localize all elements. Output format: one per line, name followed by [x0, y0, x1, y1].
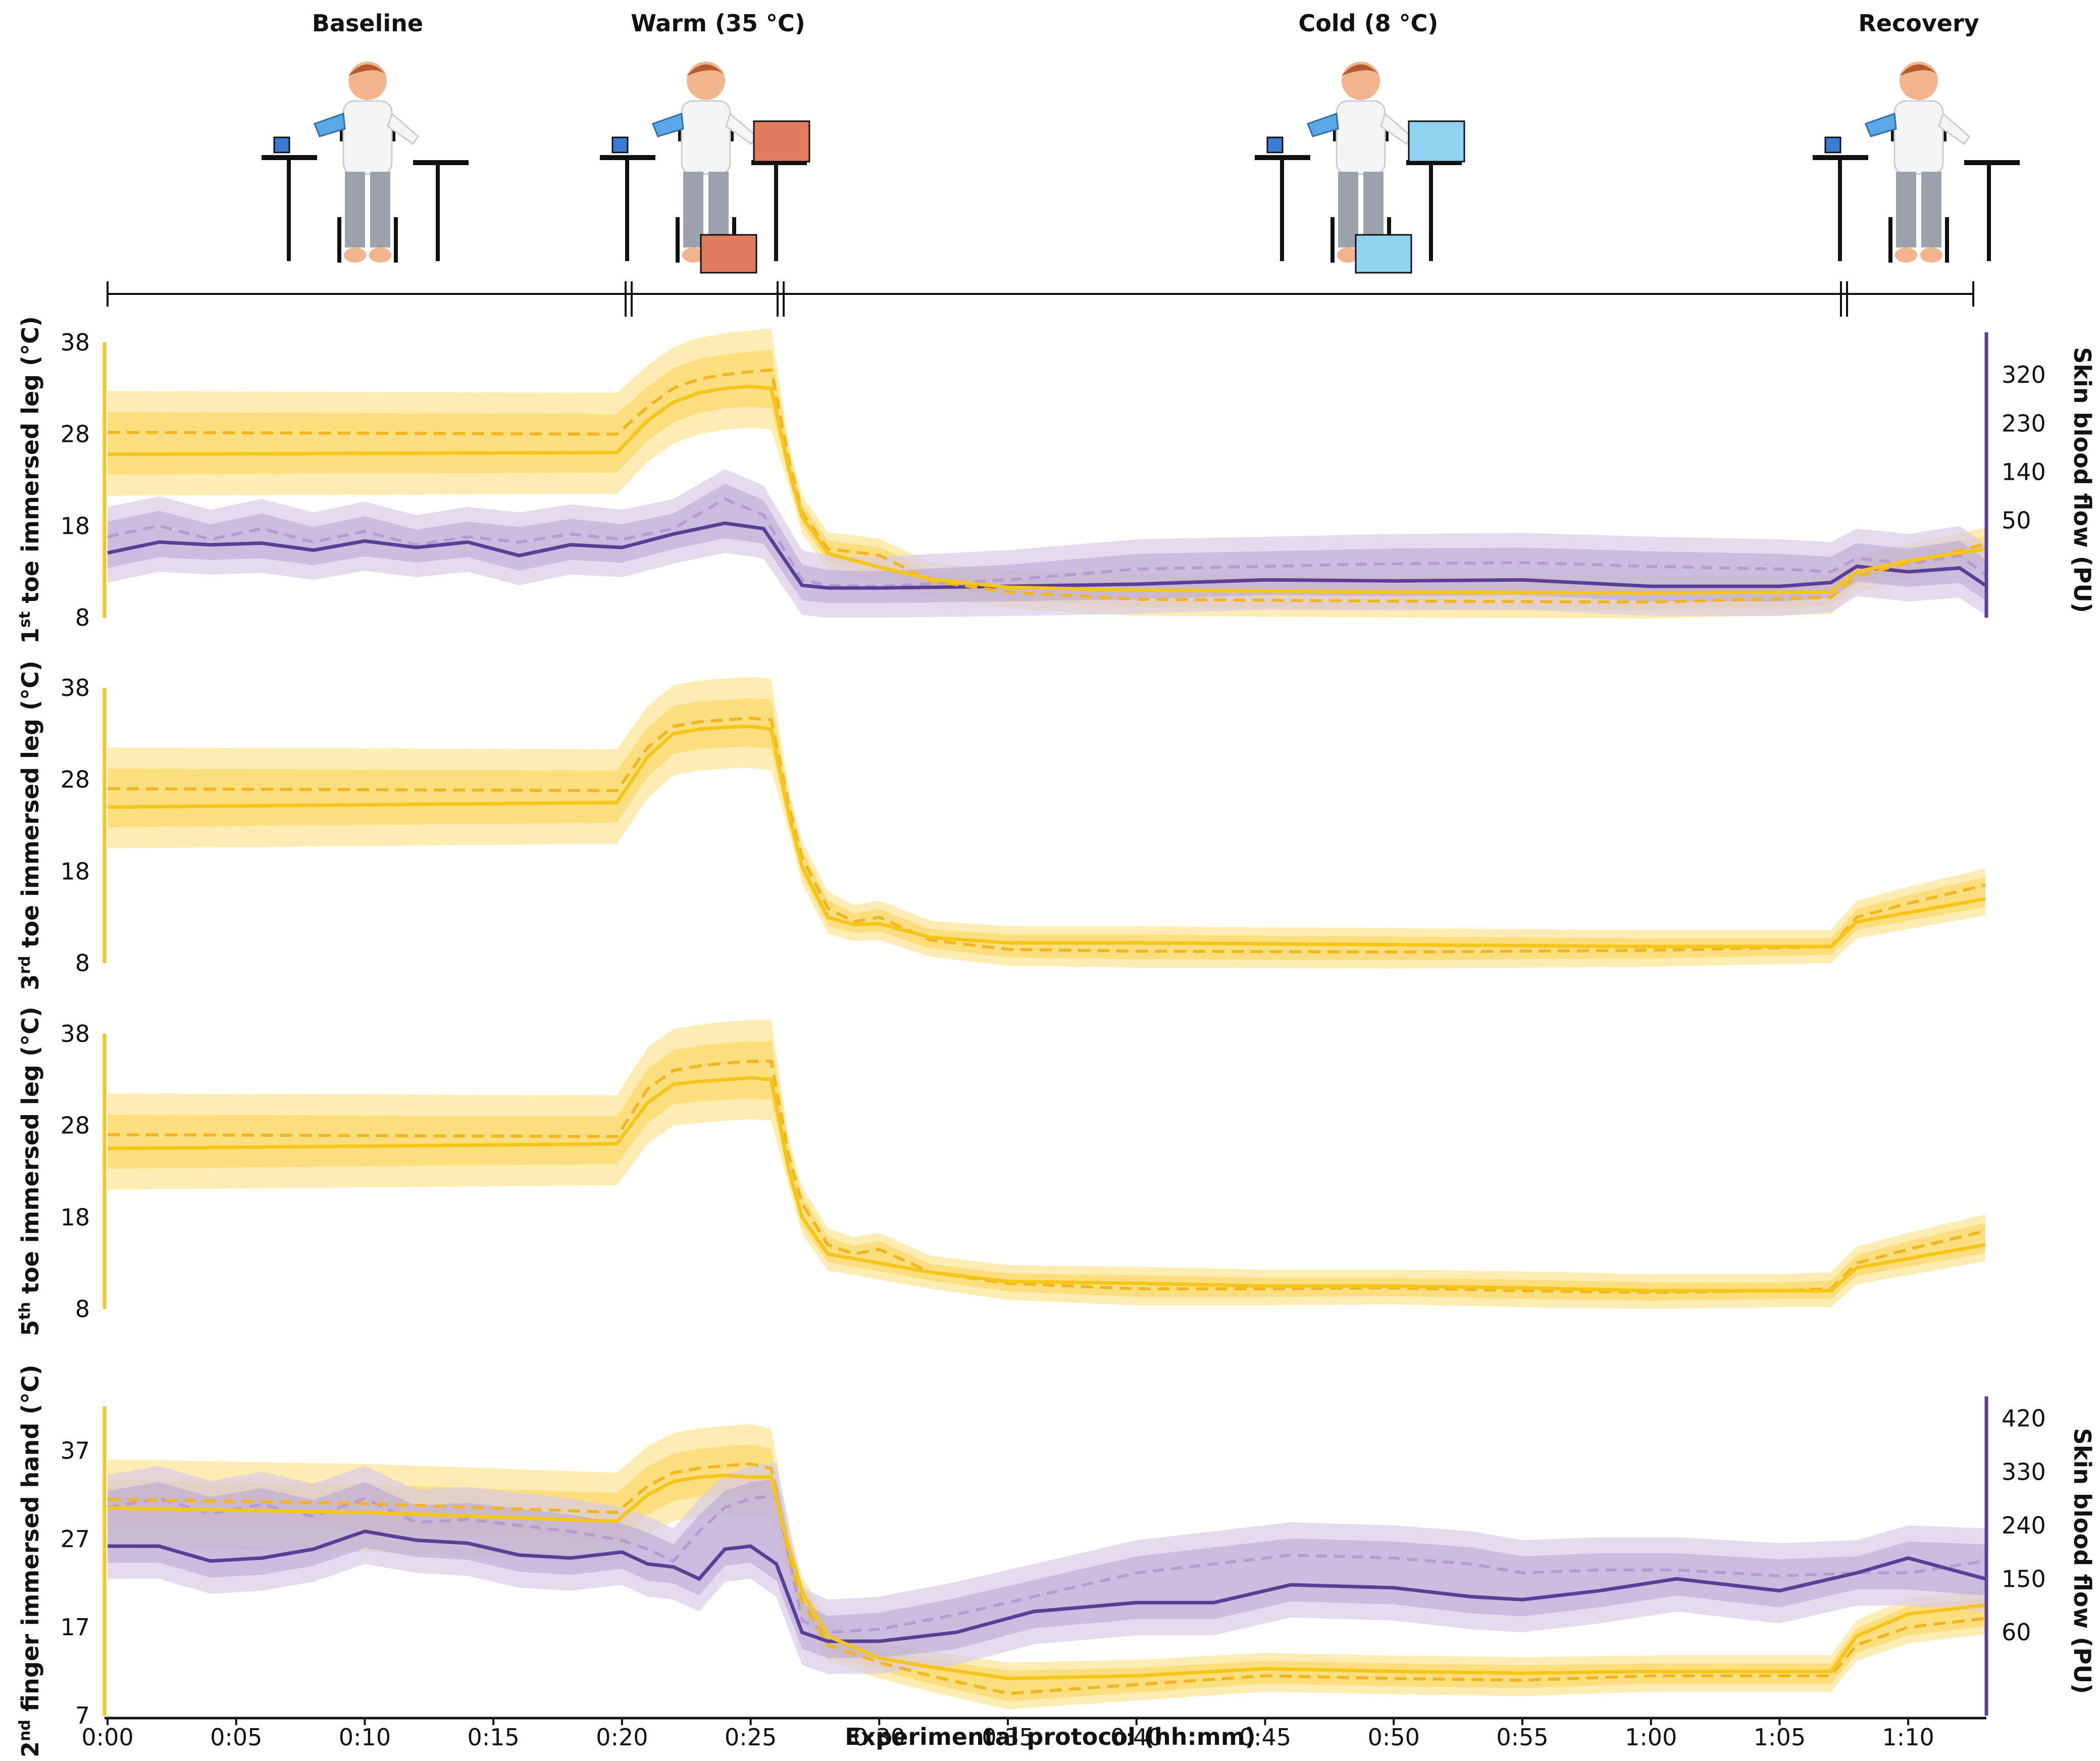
- panel-3rd-toe: 38 28 18 8 3rd toe immersed leg (°C): [16, 661, 1986, 990]
- blood-flow-line-dashed: [107, 1494, 1986, 1634]
- phase-label-cold: Cold (8 °C): [1299, 10, 1439, 37]
- x-tick-label: 0:25: [725, 1724, 777, 1751]
- y-tick-label: 37: [60, 1437, 90, 1464]
- secondary-y-tick-label: 140: [2002, 458, 2046, 485]
- temperature-line-solid: [107, 1076, 1986, 1293]
- x-tick-label: 0:10: [339, 1724, 391, 1751]
- x-axis: 0:00 0:05 0:10 0:15 0:20 0:25 0:30 0:35 0:40 0:45…: [81, 1717, 1986, 1751]
- secondary-y-tick-label: 60: [2002, 1619, 2031, 1646]
- temperature-line-dashed: [107, 1462, 1986, 1695]
- phase-label-recovery: Recovery: [1858, 10, 1979, 37]
- y-tick-label: 18: [60, 858, 90, 885]
- blood-flow-band-outer: [108, 1463, 1985, 1674]
- y-tick-label: 38: [60, 329, 90, 356]
- blood-flow-band-inner: [108, 484, 1985, 603]
- y-tick-label: 38: [60, 674, 90, 701]
- y-axis-title-text: toe immersed leg (°C): [17, 661, 44, 956]
- participant-illustration-recovery: [1813, 62, 2020, 263]
- x-tick-label: 0:05: [210, 1724, 262, 1751]
- temperature-line-solid: [107, 724, 1986, 948]
- phase-timeline: [107, 281, 1974, 317]
- participant-illustration-baseline: [262, 62, 469, 263]
- y-axis-title-superscript: st: [16, 612, 34, 628]
- x-tick-label: 0:30: [853, 1724, 905, 1751]
- y-tick-label: 8: [75, 604, 90, 631]
- y-axis-title: 3rd toe immersed leg (°C): [16, 661, 44, 990]
- x-tick-label: 0:00: [81, 1724, 133, 1751]
- x-tick-label: 0:55: [1496, 1724, 1548, 1751]
- secondary-y-tick-label: 150: [2002, 1565, 2046, 1592]
- x-tick-label: 1:00: [1625, 1724, 1677, 1751]
- x-tick-label: 0:35: [982, 1724, 1034, 1751]
- secondary-y-tick-label: 320: [2002, 361, 2046, 388]
- y-axis-title-number: 1: [17, 628, 44, 644]
- blood-flow-line-solid: [107, 521, 1986, 590]
- x-tick-label: 0:50: [1368, 1724, 1420, 1751]
- temperature-line-dashed: [107, 368, 1986, 604]
- x-tick-label: 1:10: [1882, 1724, 1934, 1751]
- y-axis-title-superscript: rd: [16, 956, 34, 974]
- x-tick-label: 1:05: [1754, 1724, 1806, 1751]
- secondary-y-tick-label: 420: [2002, 1405, 2046, 1432]
- y-axis-title: 1st toe immersed leg (°C): [16, 316, 44, 644]
- y-tick-label: 18: [60, 1203, 90, 1231]
- secondary-y-tick-label: 330: [2002, 1458, 2046, 1485]
- x-tick-label: 0:20: [596, 1724, 648, 1751]
- temperature-band-outer: [108, 677, 1985, 969]
- secondary-y-axis-title: Skin blood flow (PU): [2069, 347, 2096, 613]
- y-tick-label: 17: [60, 1614, 90, 1641]
- y-tick-label: 7: [75, 1702, 90, 1729]
- phase-label-baseline: Baseline: [312, 10, 423, 37]
- y-tick-label: 38: [60, 1020, 90, 1047]
- y-axis-title-number: 5: [17, 1320, 44, 1336]
- panel-5th-toe: 38 28 18 8 5th toe immersed leg (°C): [16, 1007, 1986, 1336]
- x-tick-label: 0:15: [468, 1724, 520, 1751]
- blood-flow-line-dashed: [107, 497, 1986, 588]
- y-axis-title-text: toe immersed leg (°C): [17, 316, 44, 612]
- y-axis-title-number: 2: [17, 1741, 44, 1757]
- y-tick-label: 18: [60, 512, 90, 539]
- y-axis-title-number: 3: [17, 974, 44, 990]
- y-tick-label: 8: [75, 1295, 90, 1323]
- temperature-band-outer: [108, 328, 1985, 619]
- y-axis-title-text: toe immersed leg (°C): [17, 1007, 44, 1302]
- blood-flow-band-inner: [108, 1479, 1985, 1658]
- y-axis-title-text: finger immersed hand (°C): [17, 1365, 44, 1720]
- participant-illustration-cold: [1255, 62, 1465, 274]
- y-tick-label: 28: [60, 421, 90, 448]
- temperature-line-solid: [107, 384, 1986, 595]
- y-axis-title-superscript: nd: [16, 1720, 34, 1741]
- secondary-y-tick-label: 240: [2002, 1512, 2046, 1539]
- temperature-line-dashed: [107, 716, 1986, 954]
- y-axis-title: 2nd finger immersed hand (°C): [16, 1365, 44, 1757]
- y-axis-title-superscript: th: [16, 1302, 34, 1320]
- y-tick-label: 8: [75, 949, 90, 977]
- secondary-y-axis-title: Skin blood flow (PU): [2069, 1428, 2096, 1694]
- y-tick-label: 28: [60, 766, 90, 793]
- y-tick-label: 28: [60, 1112, 90, 1139]
- panel-2nd-finger: 37 27 17 7 2nd finger immersed hand (°C) 420 3…: [16, 1365, 2096, 1757]
- x-axis-title: Experimental protocol (hh:mm): [845, 1723, 1256, 1750]
- temperature-band-inner: [108, 349, 1985, 611]
- secondary-y-tick-label: 50: [2002, 507, 2031, 534]
- y-tick-label: 27: [60, 1525, 90, 1552]
- y-axis-title: 5th toe immersed leg (°C): [16, 1007, 44, 1336]
- blood-flow-line-solid: [108, 1529, 1986, 1643]
- panel-1st-toe: 38 28 18 8 1st toe immersed leg (°C) 320 230 14…: [16, 316, 2096, 644]
- phase-label-warm: Warm (35 °C): [631, 10, 805, 37]
- temperature-line-solid: [107, 1473, 1986, 1681]
- x-tick-label: 0:40: [1110, 1724, 1162, 1751]
- secondary-y-tick-label: 230: [2002, 410, 2046, 437]
- participant-illustration-warm: [600, 62, 810, 274]
- x-tick-label: 0:45: [1239, 1724, 1291, 1751]
